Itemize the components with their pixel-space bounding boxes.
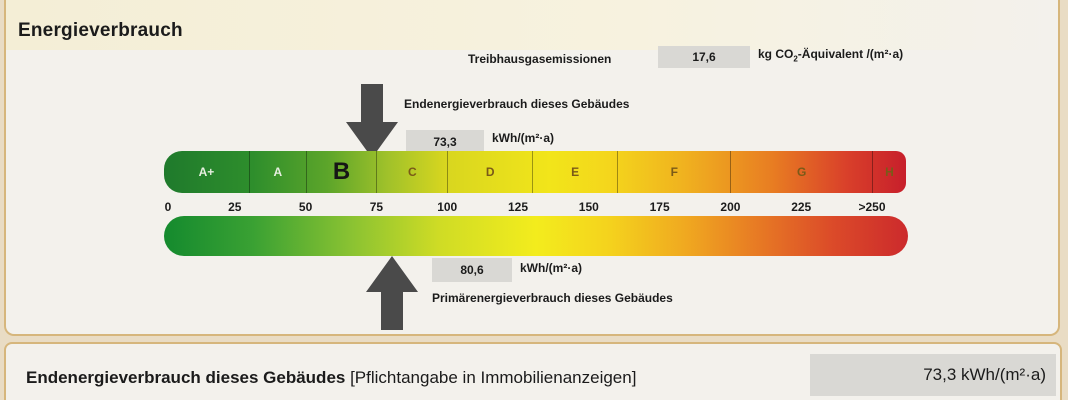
mandatory-info-label-bold: Endenergieverbrauch dieses Gebäudes	[26, 368, 346, 387]
mandatory-info-label-rest: [Pflichtangabe in Immobilienanzeigen]	[345, 368, 637, 387]
emissions-unit: kg CO2-Äquivalent /(m²·a)	[758, 47, 903, 63]
mandatory-info-label: Endenergieverbrauch dieses Gebäudes [Pfl…	[26, 368, 636, 388]
energy-class-c: C	[376, 151, 447, 193]
emissions-unit-prefix: kg CO	[758, 47, 794, 61]
scale-tick-label: >250	[858, 200, 886, 214]
energy-class-g: G	[730, 151, 872, 193]
scale-tick-label: 100	[437, 200, 458, 214]
final-energy-unit: kWh/(m²·a)	[492, 131, 554, 145]
scale-tick-label: 0	[164, 200, 172, 214]
scale-tick-label: 200	[720, 200, 741, 214]
scale-tick-label: 125	[507, 200, 529, 214]
energy-class-h: H	[872, 151, 906, 193]
energy-card: Energieverbrauch Treibhausgasemissionen …	[4, 0, 1060, 336]
final-energy-label: Endenergieverbrauch dieses Gebäudes	[404, 97, 630, 111]
scale-tick-label: 75	[369, 200, 384, 214]
energy-class-e: E	[532, 151, 617, 193]
final-energy-arrow-icon	[345, 84, 398, 158]
scale-tick-label: 175	[649, 200, 670, 214]
mandatory-info-value: 73,3 kWh/(m²·a)	[810, 354, 1056, 396]
energy-class-f: F	[617, 151, 730, 193]
primary-energy-bar	[164, 216, 908, 256]
primary-energy-arrow-icon	[366, 256, 419, 330]
final-energy-value: 73,3	[406, 130, 484, 154]
primary-energy-value: 80,6	[432, 258, 512, 282]
emissions-unit-suffix: -Äquivalent /(m²·a)	[797, 47, 904, 61]
mandatory-info-row: Endenergieverbrauch dieses Gebäudes [Pfl…	[4, 342, 1062, 400]
section-title: Energieverbrauch	[18, 20, 183, 41]
energy-scale-bar: A+ A B C D E F G H	[164, 151, 906, 193]
scale-tick-label: 25	[228, 200, 242, 214]
energy-class-a-plus: A+	[198, 165, 215, 179]
primary-energy-label: Primärenergieverbrauch dieses Gebäudes	[432, 291, 673, 305]
primary-energy-unit: kWh/(m²·a)	[520, 261, 582, 275]
energy-class-b: B	[305, 151, 377, 193]
scale-tick-label: 50	[298, 200, 313, 214]
emissions-label: Treibhausgasemissionen	[468, 52, 612, 66]
emissions-unit-sub: 2	[793, 54, 798, 64]
energy-class-d: D	[447, 151, 532, 193]
scale-tick-label: 150	[578, 200, 599, 214]
energy-class-a: A	[248, 151, 306, 193]
card-header	[6, 0, 1058, 50]
emissions-value: 17,6	[658, 46, 750, 68]
scale-tick-label: 225	[791, 200, 812, 214]
